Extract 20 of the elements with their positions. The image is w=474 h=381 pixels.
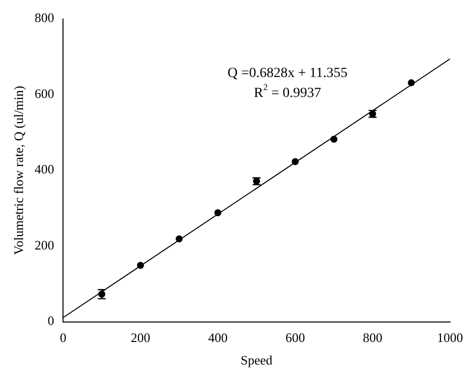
y-tick-label: 800 [34,10,54,26]
point [408,79,415,86]
point [330,136,338,143]
y-tick-label: 600 [34,86,54,101]
annotation: Q =0.6828x + 11.355 [228,66,348,81]
y-tick-label: 0 [48,313,54,328]
y-tick-label: 400 [34,162,54,177]
x-tick-label: 600 [285,330,305,346]
x-tick-label: 0 [60,330,66,346]
x-axis-title: Speed [240,352,273,368]
point [176,235,183,242]
x-tick-label: 1000 [437,330,463,346]
x-tick-label: 200 [130,330,150,346]
point [292,158,299,166]
x-tick-label: 800 [362,330,382,346]
x-tick-label: 400 [208,330,228,346]
point [214,209,222,216]
y-tick-label: 200 [34,237,54,252]
y-axis-title: Volumetric flow rate, Q (ul/min) [11,86,26,255]
point [136,262,144,269]
